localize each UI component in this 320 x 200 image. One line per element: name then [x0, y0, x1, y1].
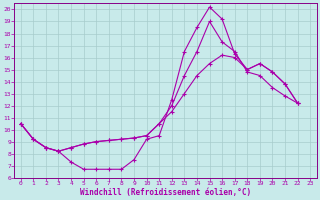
- X-axis label: Windchill (Refroidissement éolien,°C): Windchill (Refroidissement éolien,°C): [80, 188, 251, 197]
